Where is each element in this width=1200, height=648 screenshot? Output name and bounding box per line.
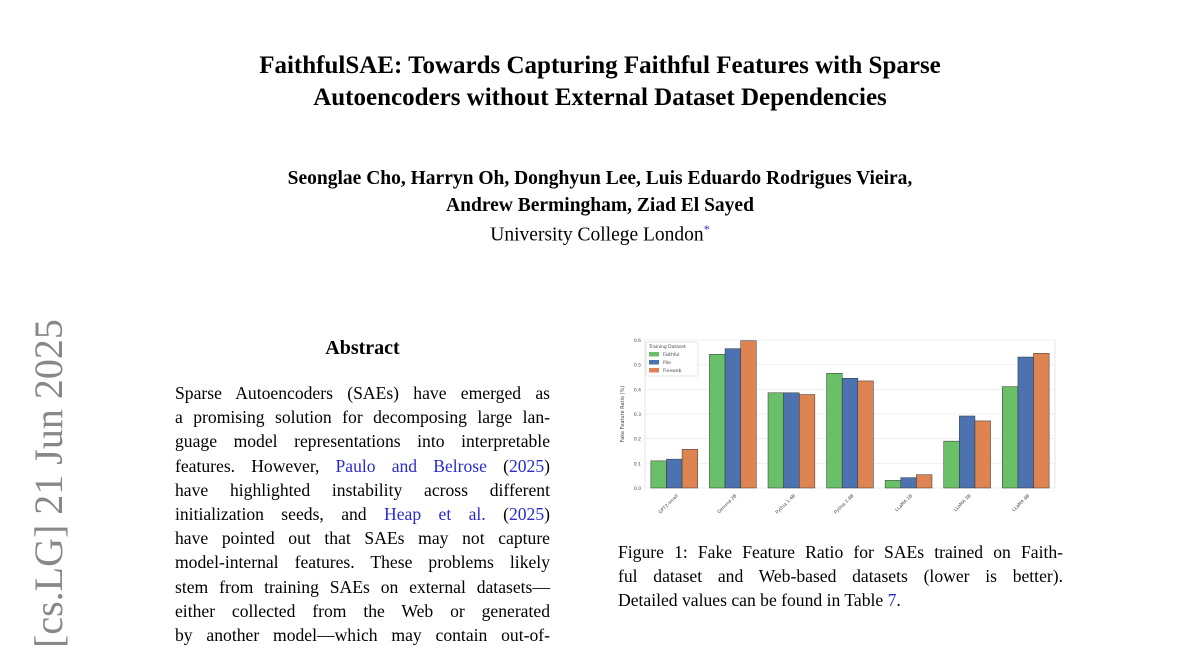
affiliation: University College London* <box>0 222 1200 247</box>
x-tick-label: Gemma 2B <box>716 493 738 515</box>
abstract-body: Sparse Autoencoders (SAEs) have emerged … <box>175 381 550 647</box>
title-line: Autoencoders without External Dataset De… <box>313 84 887 111</box>
abstract-line: features. However, Paulo and Belrose (20… <box>175 454 550 478</box>
abstract-line: model-internal features. These problems … <box>175 552 550 573</box>
citation-year-link[interactable]: 2025 <box>508 504 545 525</box>
abstract-line: Sparse Autoencoders (SAEs) have emerged … <box>175 383 550 403</box>
bar-fineweb <box>857 380 874 489</box>
paper-title: FaithfulSAE: Towards Capturing Faithful … <box>0 50 1200 114</box>
bar-pile <box>724 348 741 489</box>
citation-year-link[interactable]: 2025 <box>508 455 545 476</box>
caption-line: Figure 1: Fake Feature Ratio for SAEs tr… <box>618 542 1063 562</box>
caption-line: ful dataset and Web-based datasets (lowe… <box>618 566 1063 587</box>
text: ( <box>486 455 509 476</box>
citation-link[interactable]: Paulo and Belrose <box>335 455 487 476</box>
text: initialization seeds, and <box>175 504 384 525</box>
footnote-link[interactable]: * <box>703 222 710 236</box>
abstract-line: guage model representations into interpr… <box>175 431 550 452</box>
text: ) <box>544 455 550 476</box>
bar-faithful <box>943 440 960 489</box>
bar-faithful <box>767 392 784 489</box>
x-tick-label: GPT2-small <box>657 493 679 515</box>
bar-faithful <box>709 354 726 489</box>
abstract-line: by another model—which may contain out-o… <box>175 625 550 646</box>
authors: Seonglae Cho, Harryn Oh, Donghyun Lee, L… <box>0 165 1200 219</box>
y-tick-label: 0.2 <box>634 437 641 443</box>
abstract-line: have highlighted instability across diff… <box>175 479 550 500</box>
text: Detailed values can be found in Table <box>618 590 888 611</box>
legend-swatch <box>649 352 659 357</box>
bar-pile <box>900 477 917 489</box>
bar-pile <box>959 415 976 489</box>
bar-chart: 0.0 0.1 0.2 0.3 0.4 0.5 0.6 Fake Feature Ratio … <box>620 338 1056 516</box>
abstract-line: a promising solution for decomposing lar… <box>175 407 550 428</box>
y-tick-label: 0.3 <box>634 412 641 418</box>
legend-swatch <box>649 368 659 373</box>
citation-link[interactable]: Heap et al. <box>384 504 486 525</box>
legend-title: Training Dataset <box>648 344 686 350</box>
text: ) <box>544 504 550 525</box>
abstract-line: initialization seeds, and Heap et al. (2… <box>175 502 550 526</box>
bar-faithful <box>826 373 843 489</box>
x-tick-label: Pythia 2.8B <box>833 493 855 515</box>
y-tick-label: 0.0 <box>634 486 641 492</box>
legend-label: Faithful <box>663 352 680 358</box>
abstract-line: have pointed out that SAEs may not captu… <box>175 528 550 549</box>
figure-caption: Figure 1: Fake Feature Ratio for SAEs tr… <box>618 540 1063 613</box>
bar-pile <box>666 458 683 489</box>
y-axis-label: Fake Feature Ratio (%) <box>620 386 626 442</box>
y-tick-label: 0.6 <box>634 338 641 344</box>
y-tick-label: 0.4 <box>634 387 641 393</box>
bar-pile <box>783 392 800 489</box>
bar-fineweb <box>974 420 991 489</box>
legend-label: Pile <box>663 360 671 366</box>
bar-fineweb <box>681 449 698 489</box>
text: features. However, <box>175 455 336 476</box>
arxiv-stamp: [cs.LG] 21 Jun 2025 <box>26 319 71 648</box>
abstract-line: stem from training SAEs on external data… <box>175 576 550 597</box>
abstract-line: either collected from the Web or generat… <box>175 600 550 621</box>
bar-faithful <box>1002 386 1019 489</box>
title-line: FaithfulSAE: Towards Capturing Faithful … <box>259 52 941 79</box>
text: ( <box>485 504 509 525</box>
authors-line: Andrew Bermingham, Ziad El Sayed <box>446 195 754 216</box>
authors-line: Seonglae Cho, Harryn Oh, Donghyun Lee, L… <box>287 168 913 189</box>
bar-fineweb <box>1033 353 1050 489</box>
bar-pile <box>841 377 859 489</box>
bar-faithful <box>884 480 902 489</box>
x-tick-label: LLaMA 3B <box>953 493 973 513</box>
abstract-heading: Abstract <box>325 337 400 359</box>
bar-fineweb <box>740 340 757 489</box>
caption-line: Detailed values can be found in Table 7. <box>618 588 1063 612</box>
bar-pile <box>1017 356 1034 489</box>
y-tick-label: 0.5 <box>634 363 641 369</box>
legend-swatch <box>649 360 659 365</box>
x-tick-label: LLaMA 8B <box>1011 493 1031 513</box>
x-tick-label: LLaMA 1B <box>894 493 914 513</box>
x-tick-label: Pythia 1.4B <box>774 493 796 515</box>
legend-label: Fineweb <box>663 368 682 374</box>
table-ref-link[interactable]: 7 <box>887 590 897 611</box>
bar-fineweb <box>916 474 933 489</box>
affiliation-text: University College London <box>490 224 704 246</box>
y-tick-label: 0.1 <box>634 461 641 467</box>
bar-faithful <box>650 460 667 489</box>
bar-fineweb <box>798 394 816 489</box>
text: . <box>896 590 901 611</box>
